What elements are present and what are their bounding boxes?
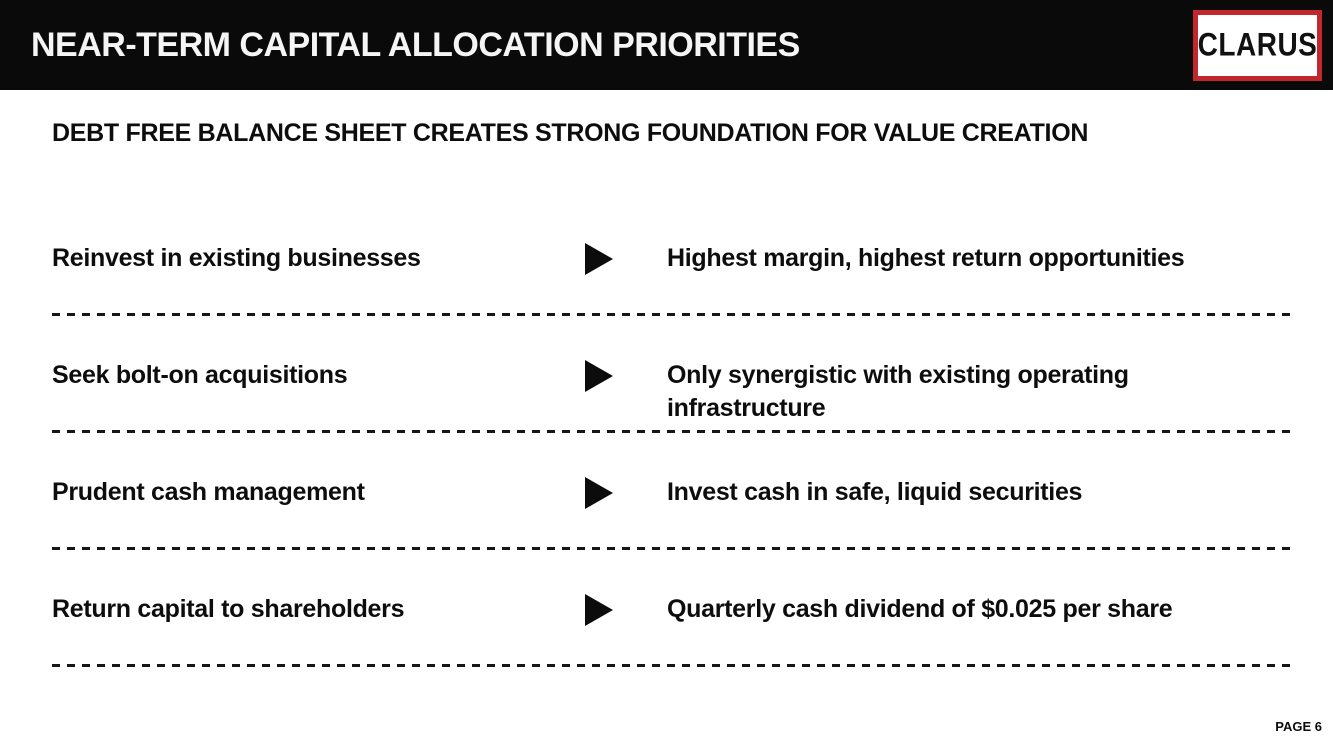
clarus-logo: CLARUS bbox=[1193, 9, 1322, 81]
right-arrow-icon bbox=[585, 477, 613, 509]
dashed-divider bbox=[52, 547, 1290, 550]
slide-header-bar: NEAR-TERM CAPITAL ALLOCATION PRIORITIES … bbox=[0, 0, 1333, 90]
priority-row: Return capital to shareholders Quarterly… bbox=[52, 593, 1290, 664]
arrow-cell bbox=[585, 359, 667, 392]
slide-title: NEAR-TERM CAPITAL ALLOCATION PRIORITIES bbox=[31, 25, 800, 64]
priority-label: Prudent cash management bbox=[52, 478, 365, 506]
slide-subtitle: DEBT FREE BALANCE SHEET CREATES STRONG F… bbox=[52, 119, 1089, 147]
priority-detail: Quarterly cash dividend of $0.025 per sh… bbox=[667, 595, 1173, 623]
priority-row: Seek bolt-on acquisitions Only synergist… bbox=[52, 359, 1290, 430]
arrow-cell bbox=[585, 242, 667, 275]
arrow-cell bbox=[585, 476, 667, 509]
priority-detail: Invest cash in safe, liquid securities bbox=[667, 478, 1083, 506]
priority-label: Return capital to shareholders bbox=[52, 595, 405, 623]
dashed-divider bbox=[52, 664, 1290, 667]
priority-detail: Highest margin, highest return opportuni… bbox=[667, 244, 1185, 272]
clarus-logo-text: CLARUS bbox=[1197, 26, 1318, 63]
priorities-list: Reinvest in existing businesses Highest … bbox=[52, 242, 1290, 667]
page-number: PAGE 6 bbox=[1275, 719, 1322, 734]
priority-detail: Only synergistic with existing operating… bbox=[667, 361, 1129, 422]
arrow-cell bbox=[585, 593, 667, 626]
dashed-divider bbox=[52, 430, 1290, 433]
priority-row: Reinvest in existing businesses Highest … bbox=[52, 242, 1290, 313]
priority-row: Prudent cash management Invest cash in s… bbox=[52, 476, 1290, 547]
right-arrow-icon bbox=[585, 243, 613, 275]
priority-label: Reinvest in existing businesses bbox=[52, 244, 421, 272]
dashed-divider bbox=[52, 313, 1290, 316]
priority-label: Seek bolt-on acquisitions bbox=[52, 361, 348, 389]
right-arrow-icon bbox=[585, 594, 613, 626]
right-arrow-icon bbox=[585, 360, 613, 392]
slide-body: DEBT FREE BALANCE SHEET CREATES STRONG F… bbox=[52, 119, 1290, 667]
